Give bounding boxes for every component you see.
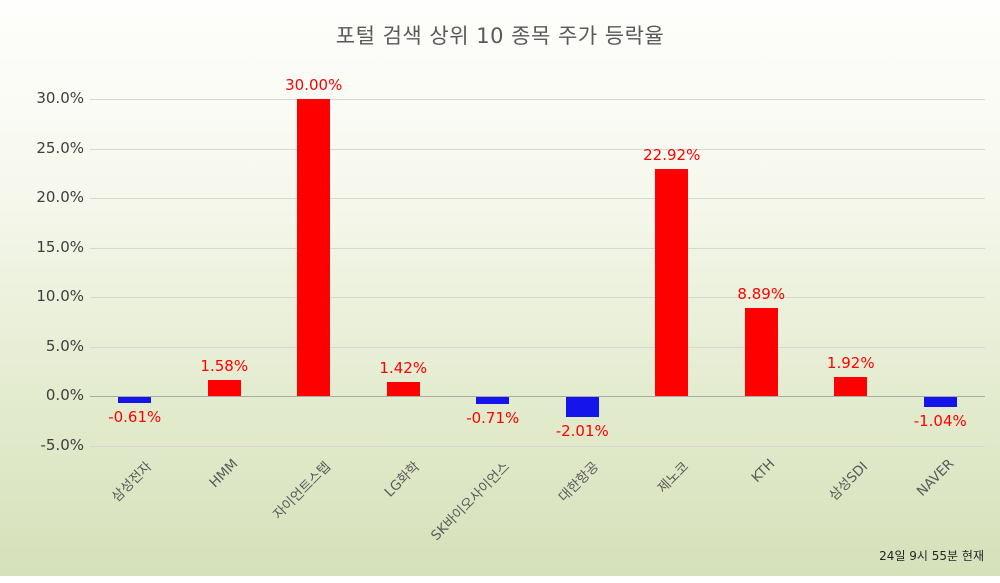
bar [923,397,957,408]
y-axis-tick-label: 25.0% [36,138,84,157]
value-label: 22.92% [643,146,701,165]
y-axis-tick-label: 5.0% [45,336,84,355]
y-axis-tick-label: 10.0% [36,287,84,305]
y-axis-tick-label: 15.0% [36,237,84,256]
gridline [90,198,985,199]
bar [118,397,152,404]
bar [744,307,778,396]
value-label: -0.61% [108,408,162,427]
bar [565,397,599,417]
value-label: -0.71% [466,409,520,428]
gridline [90,148,985,150]
bar [297,99,331,396]
y-axis-tick-label: 0.0% [45,386,84,404]
value-label: -2.01% [555,421,609,440]
gridline [90,346,985,348]
value-label: 30.00% [285,76,343,94]
bar [476,397,510,405]
bar [655,169,689,396]
gridline [90,99,985,100]
value-label: 1.92% [826,353,875,372]
gridline [90,247,985,249]
y-axis-tick-label: 20.0% [36,188,84,206]
bar [834,376,868,396]
x-axis-line [90,396,985,397]
value-label: 1.58% [200,357,249,376]
bar [386,381,420,396]
value-label: 1.42% [379,358,428,377]
value-label: 8.89% [737,284,786,303]
gridline [90,445,985,447]
chart-title: 포털 검색 상위 10 종목 주가 등락율 [335,24,665,48]
y-axis-tick-label: 30.0% [36,89,84,107]
gridline [90,297,985,298]
bar [207,380,241,396]
timestamp-note: 24일 9시 55분 현재 [879,549,984,563]
y-axis-tick-label: -5.0% [40,435,84,454]
value-label: -1.04% [913,412,967,431]
